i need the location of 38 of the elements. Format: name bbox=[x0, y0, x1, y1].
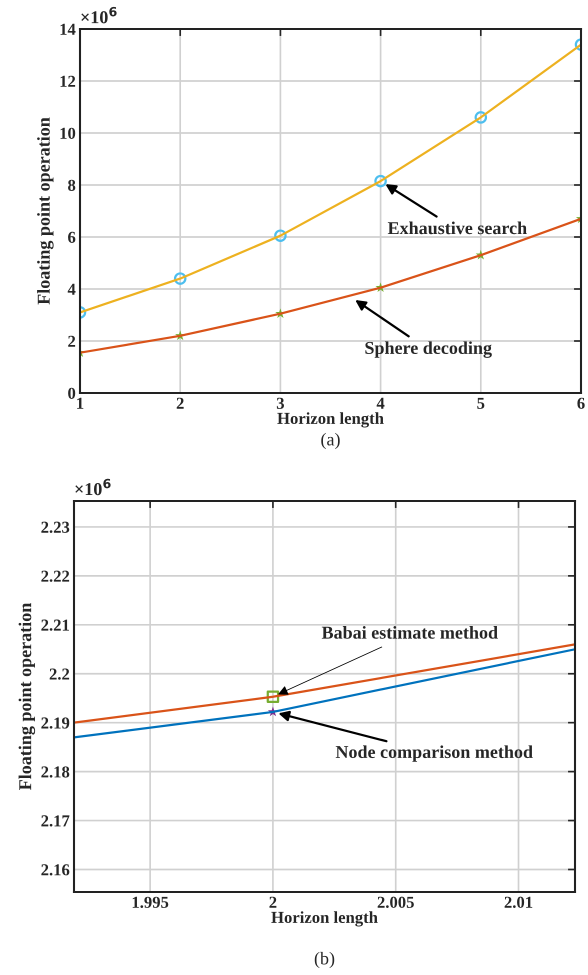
y-tick-label: 10 bbox=[60, 128, 76, 139]
y-axis-title: Floating point operation bbox=[37, 117, 54, 304]
y-tick-label: 4 bbox=[68, 284, 76, 295]
x-tick-label: 1 bbox=[77, 398, 84, 409]
y-tick-label: 2 bbox=[68, 336, 76, 347]
x-axis-title: Horizon length bbox=[277, 412, 384, 428]
y-tick-label: 6 bbox=[68, 232, 76, 243]
y-tick-label: 2.17 bbox=[41, 815, 70, 827]
y-tick-label: 2.16 bbox=[41, 864, 70, 876]
x-tick-label: 2.01 bbox=[504, 896, 532, 908]
annotation: Node comparison method bbox=[336, 745, 533, 762]
x-tick-label: 2.005 bbox=[378, 896, 414, 908]
annotation: Babai estimate method bbox=[322, 626, 498, 639]
y-tick-label: 2.19 bbox=[41, 717, 70, 729]
y-tick-label: 8 bbox=[68, 180, 76, 191]
x-axis-title: Horizon length bbox=[271, 911, 378, 927]
annotation: Sphere decoding bbox=[365, 341, 492, 358]
y-tick-label: 12 bbox=[60, 76, 76, 87]
y-tick-label: 0 bbox=[68, 388, 76, 399]
x-tick-label: 1.995 bbox=[132, 896, 168, 908]
y-tick-label: 14 bbox=[60, 24, 76, 35]
x-tick-label: 2 bbox=[269, 896, 276, 908]
annotation: Exhaustive search bbox=[388, 222, 527, 234]
x-tick-label: 4 bbox=[376, 398, 384, 409]
text: (a) bbox=[321, 432, 340, 450]
x-tick-label: 3 bbox=[276, 398, 284, 409]
y-axis-title: Floating point operation bbox=[18, 602, 36, 790]
y-tick-label: 2.23 bbox=[41, 522, 70, 533]
x-tick-label: 5 bbox=[477, 398, 484, 409]
text: ×10$^{6}$ bbox=[75, 478, 111, 496]
x-tick-label: 6 bbox=[577, 398, 585, 409]
y-tick-label: 2.22 bbox=[41, 570, 70, 582]
text: (b) bbox=[314, 952, 334, 968]
y-tick-label: 2.21 bbox=[41, 620, 69, 631]
text: ×10$^{6}$ bbox=[81, 6, 117, 24]
x-tick-label: 2 bbox=[176, 398, 184, 409]
y-tick-label: 2.18 bbox=[41, 766, 70, 778]
y-tick-label: 2.2 bbox=[50, 668, 70, 680]
